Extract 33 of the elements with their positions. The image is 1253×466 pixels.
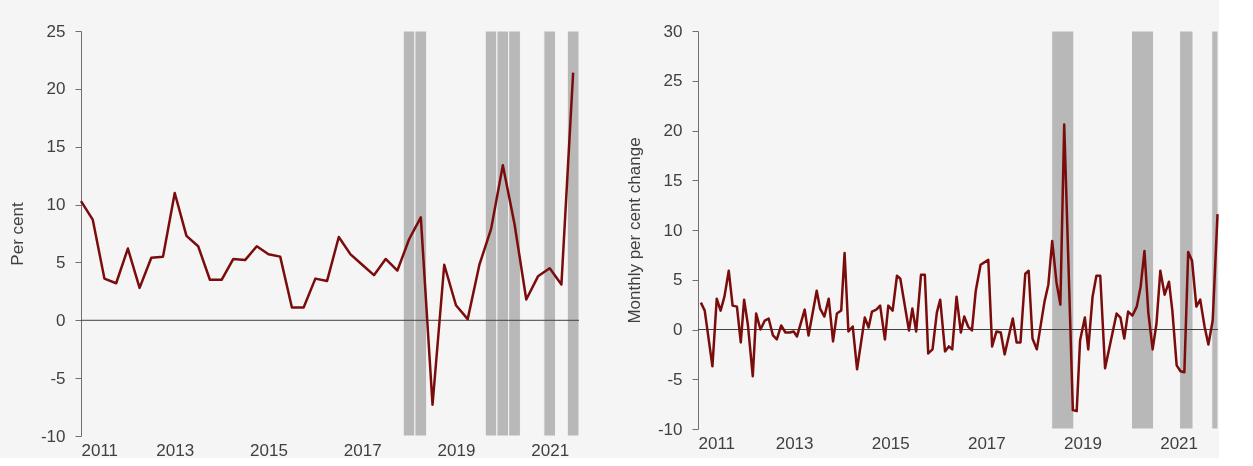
line-series [79,71,575,407]
y-tick-label: -10 [40,426,66,446]
x-tick-label: 2013 [775,433,814,453]
y-tick-label: 10 [663,220,683,240]
y-axis-title: Per cent [7,202,27,266]
y-axis-title: Monthly per cent change [624,137,644,324]
x-tick-label: 2019 [437,440,476,460]
y-tick-label: 15 [46,137,66,157]
y-tick-label: 20 [663,121,683,140]
x-tick-label: 2015 [871,433,910,453]
y-tick-label: 10 [46,195,66,215]
y-tick-label: 0 [56,310,66,330]
x-tick-label: 2013 [156,440,195,460]
y-tick-label: 5 [56,252,66,272]
y-tick-label: -5 [50,368,66,388]
x-tick-label: 2011 [81,440,119,460]
x-tick-label: 2017 [967,433,1006,453]
y-tick-label: -10 [657,419,683,439]
y-tick-label: 0 [673,320,683,339]
y-tick-label: 25 [46,21,66,41]
x-tick-label: 2021 [531,440,570,460]
y-tick-label: 15 [663,170,683,190]
y-tick-label: 30 [663,21,683,41]
y-tick-label: 5 [673,270,683,290]
x-tick-label: 2015 [250,440,288,460]
y-tick-label: -5 [667,369,683,389]
y-tick-label: 25 [663,71,683,91]
x-tick-label: 2019 [1064,433,1102,453]
x-tick-label: 2017 [343,440,382,460]
y-tick-label: 20 [46,79,66,99]
x-tick-label: 2011 [698,433,736,453]
x-tick-label: 2021 [1160,433,1199,453]
line-series [699,123,1219,413]
